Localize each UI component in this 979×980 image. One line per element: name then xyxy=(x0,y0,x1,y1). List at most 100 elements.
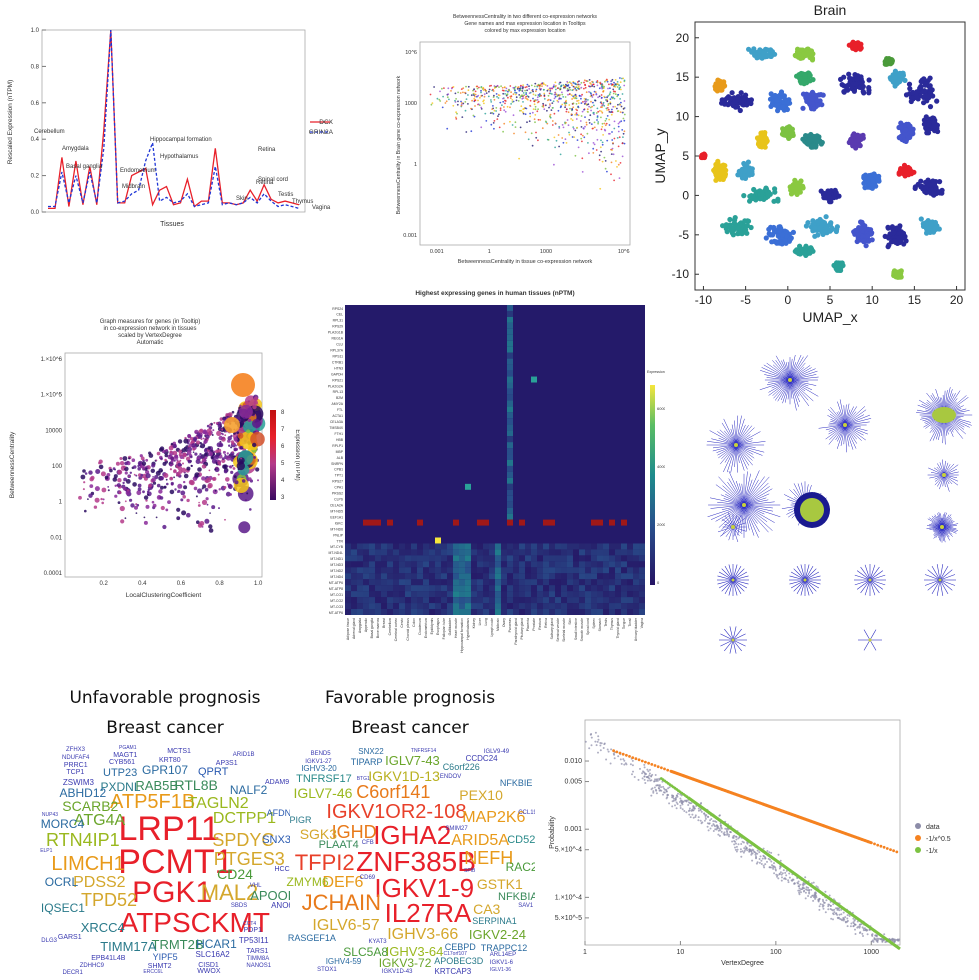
data-point xyxy=(433,86,435,88)
heatmap-cell xyxy=(429,573,435,580)
data-point xyxy=(159,476,164,481)
row-label: MT-ND6 xyxy=(330,527,343,531)
data-point xyxy=(176,472,181,477)
data-point xyxy=(501,86,504,89)
network-edge xyxy=(743,476,765,506)
data-point xyxy=(759,139,765,145)
heatmap-cell xyxy=(519,591,525,598)
data-point xyxy=(252,442,257,448)
heatmap-cell xyxy=(423,591,429,598)
heatmap-cell xyxy=(447,573,453,580)
data-point xyxy=(577,87,579,90)
data-point xyxy=(535,131,537,134)
data-point xyxy=(524,113,527,116)
heatmap-cell xyxy=(525,579,531,586)
data-point xyxy=(505,89,507,92)
heatmap-cell xyxy=(585,567,591,574)
data-point xyxy=(729,227,735,233)
data-point xyxy=(541,127,544,130)
row-label: RPL13 xyxy=(333,390,343,394)
data-point xyxy=(853,47,859,53)
network-edge xyxy=(735,415,739,446)
heatmap-cell xyxy=(561,567,567,574)
data-point xyxy=(502,97,504,100)
data-point xyxy=(774,240,780,246)
heatmap-cell xyxy=(345,603,351,610)
column-label: Lymph node xyxy=(490,618,494,637)
heatmap-cell xyxy=(579,591,585,598)
data-point xyxy=(852,41,858,48)
data-point xyxy=(566,119,569,121)
network-edge xyxy=(720,494,745,506)
data-point xyxy=(591,105,593,108)
data-point xyxy=(577,114,580,117)
data-point xyxy=(526,121,528,124)
data-point xyxy=(593,85,596,88)
data-point xyxy=(588,105,590,108)
heatmap-cell xyxy=(531,561,537,568)
data-point xyxy=(888,76,894,82)
data-point xyxy=(219,452,222,455)
data-point xyxy=(515,93,517,96)
data-point xyxy=(586,132,589,135)
data-point xyxy=(257,479,259,482)
data-point xyxy=(608,111,611,113)
heatmap-cell xyxy=(375,597,381,604)
data-point xyxy=(746,46,752,52)
data-point xyxy=(490,101,493,103)
data-point xyxy=(846,71,852,77)
heatmap-cell xyxy=(471,609,477,615)
heatmap-cell xyxy=(507,448,513,455)
row-label: RPS29 xyxy=(332,325,343,329)
heatmap-cell xyxy=(489,591,495,598)
data-point xyxy=(439,100,442,102)
heatmap-cell xyxy=(591,609,597,615)
data-point xyxy=(255,467,260,472)
data-point xyxy=(214,454,220,460)
heatmap-cell xyxy=(453,543,459,550)
heatmap-cell xyxy=(489,585,495,592)
data-point xyxy=(195,459,201,464)
network-edge xyxy=(735,444,754,455)
y-tick-label: 1.0 xyxy=(31,28,40,34)
data-point xyxy=(503,109,506,112)
data-point xyxy=(596,115,599,117)
data-point xyxy=(169,489,175,495)
heatmap-cell xyxy=(417,585,423,592)
heatmap-cell xyxy=(639,579,645,586)
data-point xyxy=(607,108,610,111)
data-point xyxy=(823,224,829,230)
data-point xyxy=(496,95,498,98)
y-tick-label: 5 xyxy=(682,149,689,163)
heatmap-cell xyxy=(639,549,645,556)
data-point xyxy=(564,138,567,141)
heatmap-cell xyxy=(591,579,597,586)
heatmap-cell xyxy=(453,585,459,592)
heatmap-cell xyxy=(471,585,477,592)
data-point xyxy=(600,96,603,99)
heatmap-cell xyxy=(555,591,561,598)
data-point xyxy=(214,489,217,492)
data-point xyxy=(857,133,863,139)
data-point xyxy=(923,221,929,227)
heatmap-cell xyxy=(615,567,621,574)
data-point xyxy=(140,456,145,461)
data-point xyxy=(601,106,603,109)
heatmap-cell xyxy=(591,591,597,598)
x-tick-label: 15 xyxy=(908,293,922,307)
heatmap-cell xyxy=(489,597,495,604)
data-point xyxy=(446,127,449,130)
heatmap-cell xyxy=(549,609,555,615)
heatmap-cell xyxy=(567,555,573,562)
data-point xyxy=(914,89,920,95)
network-edge xyxy=(789,374,817,381)
data-point xyxy=(554,91,557,94)
data-point xyxy=(480,95,483,97)
heatmap-cell xyxy=(597,573,603,580)
heatmap-cell xyxy=(603,609,609,615)
data-point xyxy=(609,91,612,94)
data-point xyxy=(231,454,234,456)
betweenness-scatter-chart: BetweennessCentrality in two different c… xyxy=(390,10,640,280)
data-point xyxy=(488,90,490,93)
data-point xyxy=(224,518,226,521)
